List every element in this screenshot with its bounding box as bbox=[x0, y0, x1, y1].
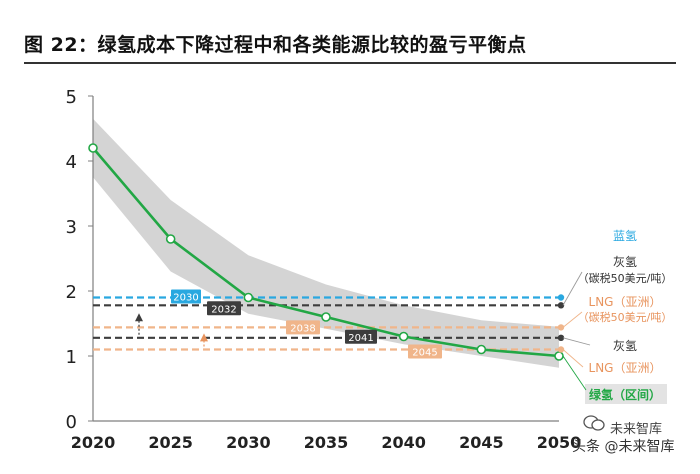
lng-tax-line-end-dot bbox=[557, 324, 565, 331]
legend-lng: LNG（亚洲） bbox=[589, 361, 662, 375]
legend-leader-line bbox=[562, 355, 587, 391]
crossing-badge-label: 2045 bbox=[412, 348, 437, 359]
crossing-badge bbox=[207, 301, 241, 316]
crossing-badge-label: 2038 bbox=[290, 323, 315, 334]
legend-grey-h2: 灰氢 bbox=[613, 338, 637, 353]
lng-line-end-dot bbox=[557, 346, 565, 353]
green-h2-point bbox=[398, 331, 409, 342]
y-tick-label: 3 bbox=[66, 217, 77, 238]
wechat-icon bbox=[583, 415, 605, 431]
legend-blue-h2: 蓝氢 bbox=[613, 228, 637, 243]
legend-green-h2-box bbox=[585, 384, 667, 404]
y-tick-label: 0 bbox=[66, 412, 77, 433]
y-tick-label: 4 bbox=[66, 152, 77, 173]
crossing-badge-label: 2032 bbox=[211, 304, 236, 315]
legend-grey-h2-tax-note: （碳税50美元/吨） bbox=[578, 271, 673, 285]
y-tick-label: 2 bbox=[66, 282, 77, 303]
lng-tax-shift-arrow-head bbox=[200, 333, 208, 342]
legend-leader-line bbox=[562, 311, 583, 328]
x-tick-label: 2030 bbox=[226, 433, 271, 452]
legend-leader-line bbox=[562, 271, 583, 306]
green-h2-point bbox=[321, 312, 331, 322]
x-tick-label: 2040 bbox=[381, 433, 426, 452]
x-tick-label: 2020 bbox=[71, 433, 116, 452]
watermark-brand: 未来智库 bbox=[610, 422, 663, 437]
green-h2-point bbox=[88, 143, 98, 153]
green-h2-point bbox=[554, 351, 564, 361]
y-tick-label: 5 bbox=[66, 87, 77, 108]
crossing-badge-label: 2041 bbox=[348, 333, 373, 344]
grey-h2-line-end-dot bbox=[557, 334, 565, 341]
legend-lng-tax: LNG（亚洲） bbox=[589, 295, 662, 309]
crossing-badge bbox=[171, 289, 201, 304]
y-tick-label: 1 bbox=[66, 347, 77, 368]
legend-grey-h2-tax: 灰氢 bbox=[613, 254, 637, 269]
chart-title: 图 22：绿氢成本下降过程中和各类能源比较的盈亏平衡点 bbox=[24, 34, 527, 56]
green-h2-point bbox=[243, 292, 254, 303]
legend-green-h2: 绿氢（区间） bbox=[589, 387, 661, 402]
blue-h2-line-end-dot bbox=[557, 294, 565, 301]
x-tick-label: 2045 bbox=[459, 433, 504, 452]
x-tick-label: 2050 bbox=[537, 433, 582, 452]
legend-leader-line bbox=[562, 337, 591, 346]
crossing-badge bbox=[286, 320, 320, 335]
title-underline bbox=[24, 62, 676, 64]
x-tick-label: 2025 bbox=[148, 433, 193, 452]
crossing-badge bbox=[408, 344, 442, 359]
green-h2-point bbox=[476, 344, 487, 355]
grey-h2-tax-shift-arrow-head bbox=[135, 313, 143, 322]
crossing-badge-label: 2030 bbox=[173, 293, 198, 304]
crossing-badge bbox=[345, 329, 377, 344]
green-h2-range-band bbox=[93, 118, 559, 368]
grey-h2-tax-line-end-dot bbox=[557, 302, 565, 309]
watermark-source: 头条 @未来智库 bbox=[572, 439, 675, 455]
legend-lng-tax-note: （碳税50美元/吨） bbox=[578, 310, 673, 324]
x-tick-label: 2035 bbox=[304, 433, 349, 452]
legend-leader-line bbox=[562, 349, 584, 368]
green-h2-point bbox=[165, 234, 176, 244]
